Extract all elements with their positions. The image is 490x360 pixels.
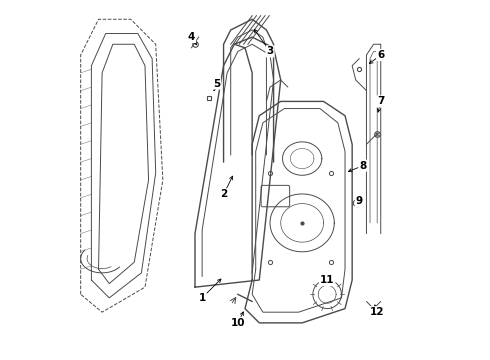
Text: 11: 11: [320, 275, 334, 285]
Text: 6: 6: [377, 50, 384, 60]
Text: 12: 12: [370, 307, 385, 317]
Text: 10: 10: [231, 318, 245, 328]
Text: 7: 7: [377, 96, 385, 107]
Text: 1: 1: [198, 293, 206, 303]
Text: 3: 3: [267, 46, 273, 57]
Text: 2: 2: [220, 189, 227, 199]
Text: 8: 8: [359, 161, 367, 171]
Text: 5: 5: [213, 78, 220, 89]
Text: 4: 4: [188, 32, 195, 42]
Text: 9: 9: [356, 197, 363, 206]
